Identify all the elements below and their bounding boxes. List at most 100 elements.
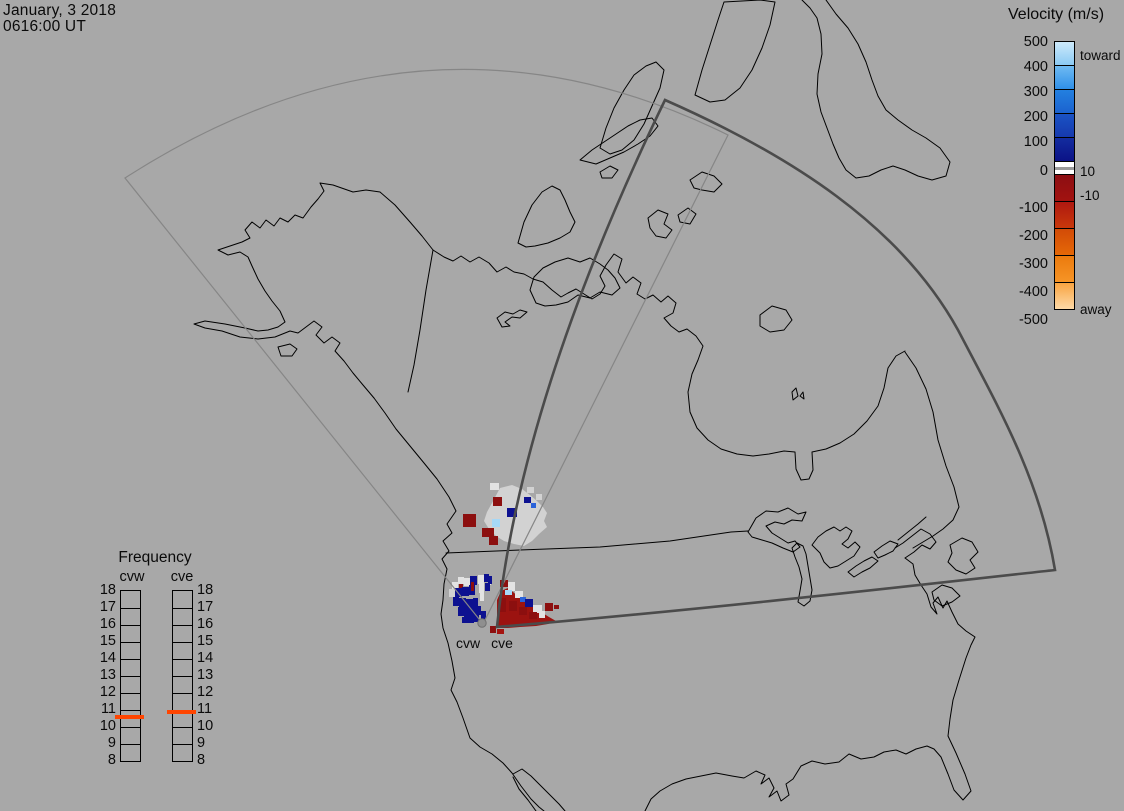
cvw-cell xyxy=(462,587,469,596)
coastline-baja-gulf xyxy=(512,768,566,811)
velocity-colorbar-segment xyxy=(1054,255,1075,283)
cvw-cell xyxy=(466,599,473,609)
frequency-tick-label: 11 xyxy=(100,701,116,717)
velocity-colorbar-segment xyxy=(1054,41,1075,66)
cvw-cell xyxy=(485,583,490,591)
lake-erie xyxy=(847,556,879,578)
cvw-cell xyxy=(464,578,470,586)
velocity-tick-label: -200 xyxy=(1018,228,1048,244)
cvw-cell xyxy=(455,588,462,597)
velocity-colorbar-segment xyxy=(1054,137,1075,162)
fov-group xyxy=(124,68,1057,629)
velocity-away-label: away xyxy=(1080,302,1112,317)
frequency-tick-label: 15 xyxy=(197,633,214,649)
cve-cell xyxy=(545,603,553,611)
timestamp-time: 0616:00 UT xyxy=(3,18,86,36)
island-devon xyxy=(689,171,723,193)
scatter-cell xyxy=(463,514,476,527)
cvw-cell xyxy=(477,606,481,615)
frequency-tick-label: 11 xyxy=(197,701,213,717)
frequency-tick-label: 17 xyxy=(99,599,116,615)
velocity-colorbar-segment xyxy=(1054,228,1075,256)
frequency-tick-label: 8 xyxy=(197,752,206,768)
velocity-toward-label: toward xyxy=(1080,48,1121,63)
velocity-zero-band xyxy=(1054,162,1075,175)
cve-velocity-cells xyxy=(488,580,559,634)
frequency-tick-label: 8 xyxy=(107,752,116,768)
scatter-cell xyxy=(527,487,534,493)
frequency-tick-label: 9 xyxy=(197,735,206,751)
cve-cell xyxy=(508,582,515,591)
velocity-tick-label: 100 xyxy=(1023,134,1048,150)
cve-cell xyxy=(500,598,506,612)
cve-cell xyxy=(533,605,542,613)
cve-cell xyxy=(505,590,512,595)
frequency-scale-box-cve xyxy=(172,590,193,762)
scatter-cell xyxy=(531,503,536,508)
frequency-scale-tick-line xyxy=(173,608,192,609)
frequency-scale-tick-line xyxy=(173,744,192,745)
coastline-alaska xyxy=(193,182,434,399)
frequency-scale-tick-line xyxy=(121,676,140,677)
ground-scatter-cells xyxy=(463,483,547,546)
velocity-tick-label: 400 xyxy=(1023,59,1048,75)
cve-cell xyxy=(500,580,508,587)
velocity-tick-label: -500 xyxy=(1018,312,1048,328)
scatter-cell xyxy=(490,483,499,490)
cvw-velocity-cells xyxy=(449,574,492,623)
scatter-cell xyxy=(493,497,502,506)
frequency-tick-label: 16 xyxy=(99,616,116,632)
frequency-tick-label: 9 xyxy=(107,735,116,751)
island-banks xyxy=(517,185,576,248)
frequency-scale-name-cve: cve xyxy=(170,569,194,585)
frequency-tick-label: 12 xyxy=(197,684,214,700)
velocity-colorbar-segment xyxy=(1054,65,1075,90)
velocity-colorbar-segment xyxy=(1054,174,1075,202)
radar-label-cve: cve xyxy=(491,635,513,651)
cve-fov-outline xyxy=(495,98,1057,629)
cvw-cell xyxy=(459,598,466,608)
frequency-scale-tick-line xyxy=(173,676,192,677)
cvw-cell xyxy=(464,608,471,617)
frequency-scale-name-cvw: cvw xyxy=(119,569,145,585)
radar-label-cvw: cvw xyxy=(455,635,481,651)
cvw-cell xyxy=(470,576,477,585)
lake-ontario xyxy=(873,540,899,559)
frequency-scale-tick-line xyxy=(173,659,192,660)
frequency-tick-label: 17 xyxy=(197,599,214,615)
velocity-tick-label: 0 xyxy=(1039,163,1048,179)
cvw-cell xyxy=(488,576,492,584)
frequency-tick-label: 14 xyxy=(99,650,116,666)
velocity-threshold-upper: 10 xyxy=(1080,164,1096,179)
scatter-cell xyxy=(482,528,494,537)
frequency-tick-label: 10 xyxy=(197,718,214,734)
scatter-cell xyxy=(536,494,542,500)
velocity-legend-title: Velocity (m/s) xyxy=(1008,6,1105,23)
frequency-tick-label: 10 xyxy=(99,718,116,734)
velocity-colorbar-segment xyxy=(1054,282,1075,310)
cvw-cell xyxy=(481,611,486,619)
island-nova-scotia xyxy=(931,584,961,607)
cvw-cell xyxy=(473,598,478,608)
island-king-william xyxy=(496,309,528,328)
cvw-cell xyxy=(474,615,479,622)
frequency-tick-label: 18 xyxy=(99,582,116,598)
frequency-marker-cve xyxy=(167,710,196,715)
frequency-marker-cvw xyxy=(115,714,144,719)
velocity-tick-label: 200 xyxy=(1023,109,1048,125)
frequency-scale-tick-line xyxy=(121,744,140,745)
cvw-fov-outline xyxy=(124,68,729,625)
velocity-colorbar-segment xyxy=(1054,201,1075,229)
coastline-arctic-hudson xyxy=(432,249,906,481)
velocity-colorbar xyxy=(1054,41,1075,310)
island-baffin xyxy=(801,0,951,181)
cvw-cell xyxy=(484,574,489,582)
border-alaska-canada xyxy=(407,249,434,393)
frequency-scale-tick-line xyxy=(121,727,140,728)
frequency-tick-label: 13 xyxy=(197,667,214,683)
island-kodiak xyxy=(277,343,298,357)
velocity-colorbar-segment xyxy=(1054,89,1075,114)
scatter-cell xyxy=(492,519,500,527)
cve-cell xyxy=(539,611,545,618)
